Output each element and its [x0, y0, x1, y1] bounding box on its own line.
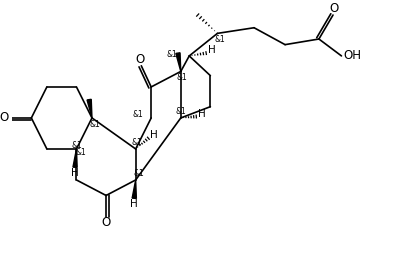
Text: &1: &1: [214, 35, 225, 44]
Text: O: O: [0, 111, 9, 125]
Text: OH: OH: [343, 49, 361, 63]
Text: &1: &1: [75, 148, 86, 157]
Polygon shape: [73, 149, 77, 167]
Polygon shape: [87, 99, 92, 118]
Polygon shape: [176, 53, 181, 71]
Text: &1: &1: [176, 107, 187, 116]
Text: O: O: [329, 2, 338, 15]
Text: H: H: [130, 200, 138, 210]
Text: &1: &1: [133, 169, 144, 178]
Text: &1: &1: [177, 73, 188, 82]
Text: O: O: [135, 53, 144, 66]
Polygon shape: [132, 180, 136, 198]
Text: &1: &1: [167, 50, 178, 59]
Text: H: H: [198, 109, 206, 119]
Text: &1: &1: [72, 141, 82, 150]
Text: &1: &1: [90, 120, 101, 129]
Text: O: O: [101, 216, 111, 229]
Text: H: H: [149, 130, 157, 140]
Text: H: H: [208, 45, 216, 55]
Text: &1: &1: [132, 110, 143, 119]
Text: H: H: [71, 168, 79, 178]
Text: &1: &1: [132, 138, 142, 147]
